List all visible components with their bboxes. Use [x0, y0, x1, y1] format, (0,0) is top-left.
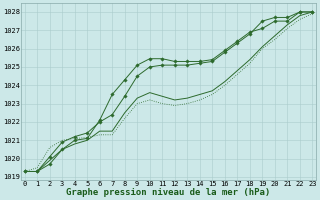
X-axis label: Graphe pression niveau de la mer (hPa): Graphe pression niveau de la mer (hPa): [66, 188, 271, 197]
